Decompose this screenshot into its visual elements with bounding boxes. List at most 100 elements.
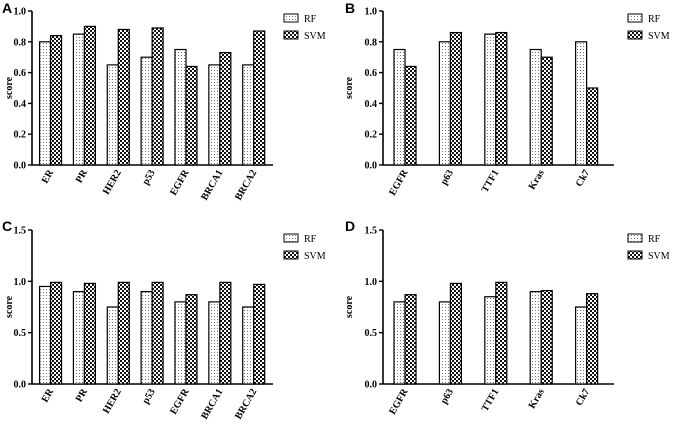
y-axis-label: score [344, 295, 355, 318]
bar-rf-p53 [140, 56, 153, 166]
y-tick-label: 0.0 [14, 380, 27, 391]
x-tick-label: EGFR [387, 386, 411, 416]
bar-rf-brca2 [242, 64, 255, 166]
bar-rf-er [38, 41, 52, 166]
bar-svm-her2 [117, 28, 130, 166]
x-tick-label: BRCA1 [199, 387, 225, 421]
y-tick-label: 1.0 [365, 277, 378, 288]
bar-svm-egfr [404, 65, 417, 166]
x-tick-label: Kras [527, 387, 547, 411]
bar-rf-egfr [393, 301, 406, 385]
x-tick-label: EGFR [168, 386, 192, 416]
y-tick-label: 1.0 [14, 277, 27, 288]
bar-rf-kras [529, 48, 542, 166]
y-tick-label: 1.0 [14, 7, 27, 18]
y-tick-label: 1.5 [365, 226, 378, 237]
y-tick-label: 0.2 [14, 130, 27, 141]
x-tick-label: BRCA1 [199, 168, 225, 202]
legend-swatch-svm [283, 250, 299, 260]
bar-svm-ck7 [586, 293, 599, 385]
y-tick-label: 1.0 [365, 7, 378, 18]
legend-swatch-svm [627, 30, 643, 40]
bar-svm-her2 [117, 281, 130, 385]
legend-swatch-svm [627, 250, 643, 260]
y-tick-label: 0.0 [365, 161, 378, 172]
y-tick-label: 0.8 [365, 37, 378, 48]
bar-svm-p63 [449, 31, 463, 166]
x-tick-label: TTF1 [480, 387, 502, 414]
bar-rf-her2 [106, 306, 119, 385]
x-tick-label: EGFR [387, 167, 411, 197]
x-tick-label: Ck7 [574, 168, 592, 189]
x-tick-label: p63 [439, 387, 456, 406]
y-tick-label: 0.5 [365, 328, 378, 339]
legend: RF SVM [627, 13, 670, 42]
y-axis-label: score [344, 76, 355, 99]
bar-svm-er [49, 35, 63, 166]
y-tick-label: 0.0 [365, 380, 378, 391]
legend-swatch-svm [283, 30, 299, 40]
x-tick-label: BRCA2 [233, 168, 259, 202]
x-tick-label: TTF1 [480, 168, 502, 195]
y-tick-label: 1.5 [14, 226, 27, 237]
y-tick-label: 0.5 [14, 328, 27, 339]
x-tick-label: Ck7 [574, 387, 592, 408]
bar-rf-egfr [174, 48, 187, 166]
legend-label-svm: SVM [648, 31, 670, 42]
legend-swatch-rf [627, 13, 643, 23]
x-tick-label: PR [74, 167, 91, 185]
x-tick-label: p63 [439, 168, 456, 187]
x-tick-label: BRCA2 [233, 387, 259, 421]
bar-rf-brca2 [242, 306, 255, 385]
x-tick-label: ER [40, 167, 57, 185]
x-tick-label: PR [74, 386, 91, 404]
bar-svm-er [49, 281, 63, 385]
x-tick-label: Kras [527, 168, 547, 192]
legend-swatch-rf [283, 13, 299, 23]
legend: RF SVM [627, 233, 670, 262]
y-tick-label: 0.6 [365, 68, 378, 79]
y-tick-label: 0.4 [365, 99, 378, 110]
y-tick-label: 0.0 [14, 161, 27, 172]
y-axis-label: score [4, 295, 15, 318]
bar-rf-er [38, 285, 52, 385]
y-tick-label: 0.6 [14, 68, 27, 79]
bar-svm-p63 [449, 282, 463, 385]
legend-label-rf: RF [648, 14, 661, 25]
panel-letter: B [345, 0, 355, 16]
bar-svm-egfr [185, 65, 198, 166]
legend-label-svm: SVM [648, 251, 670, 262]
bar-rf-p63 [438, 301, 452, 385]
bar-rf-kras [529, 291, 542, 385]
bar-svm-brca1 [219, 51, 232, 166]
bar-rf-ck7 [575, 41, 588, 166]
bar-rf-p63 [438, 41, 452, 166]
bar-svm-p53 [151, 281, 164, 385]
legend-label-svm: SVM [304, 251, 326, 262]
bar-rf-egfr [393, 48, 406, 166]
legend: RF SVM [283, 13, 326, 42]
bar-rf-egfr [174, 301, 187, 385]
x-tick-label: p53 [140, 168, 157, 187]
y-tick-label: 0.4 [14, 99, 27, 110]
legend-label-svm: SVM [304, 31, 326, 42]
bar-svm-ttf1 [495, 31, 508, 166]
legend-swatch-rf [627, 233, 643, 243]
x-tick-label: p53 [140, 387, 157, 406]
bar-rf-pr [72, 33, 86, 166]
panel-letter: D [345, 218, 355, 234]
bar-rf-p53 [140, 291, 153, 385]
bar-svm-ttf1 [495, 281, 508, 385]
bar-svm-egfr [404, 294, 417, 385]
x-tick-label: HER2 [101, 168, 124, 197]
bar-rf-ck7 [575, 306, 588, 385]
bar-svm-kras [540, 289, 553, 385]
bar-svm-egfr [185, 294, 198, 385]
y-tick-label: 0.2 [365, 130, 378, 141]
legend-label-rf: RF [304, 14, 317, 25]
bar-rf-ttf1 [484, 33, 497, 166]
